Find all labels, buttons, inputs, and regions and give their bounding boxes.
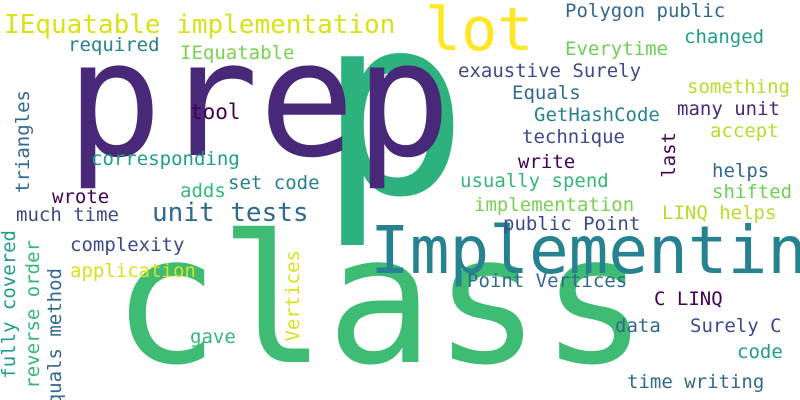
word-accept: accept [710, 120, 779, 142]
word-equals-method: Equals method [44, 268, 66, 400]
word-gave: gave [190, 326, 236, 348]
word-lot: lot [425, 0, 534, 65]
word-exaustive-surely: exaustive Surely [458, 60, 642, 82]
word-class: class [112, 197, 648, 400]
word-many-unit: many unit [677, 98, 780, 120]
word-something: something [687, 76, 790, 98]
word-unit-tests: unit tests [152, 198, 309, 228]
word-code: code [737, 341, 783, 363]
word-surely-c: Surely C [690, 315, 782, 337]
word-fully-covered: fully covered [0, 230, 20, 379]
word-linq-helps: LINQ helps [662, 202, 777, 224]
word-complexity: complexity [70, 234, 185, 256]
word-gethashcode: GetHashCode [534, 104, 660, 126]
word-changed: changed [684, 26, 765, 48]
word-wrote: wrote [52, 186, 110, 208]
word-equals: Equals [512, 82, 581, 104]
word-triangles: triangles [12, 90, 34, 193]
word-c-linq: C LINQ [654, 288, 723, 310]
word-corresponding: corresponding [91, 148, 240, 170]
word-last: last [658, 132, 680, 178]
word-iequatable-implementation: IEquatable implementation [4, 10, 396, 40]
word-implementation: implementation [474, 194, 635, 216]
word-point-vertices: Point Vertices [467, 270, 628, 292]
word-tool: tool [190, 100, 241, 124]
word-reverse-order: reverse order [22, 240, 44, 389]
word-technique: technique [522, 126, 625, 148]
word-public-point: public Point [503, 213, 641, 235]
word-much-time: much time [16, 204, 119, 226]
word-application: application [70, 260, 196, 282]
word-p: p [318, 0, 469, 252]
word-write: write [518, 151, 576, 173]
word-helps: helps [712, 160, 770, 182]
word-polygon-public: Polygon public [565, 0, 726, 22]
word-time-writing: time writing [627, 371, 765, 393]
word-prep: prep [66, 6, 452, 193]
word-required: required [68, 34, 160, 56]
word-everytime: Everytime [565, 38, 668, 60]
word-vertices: Vertices [282, 250, 304, 342]
word-set-code: set code [228, 172, 320, 194]
word-data: data [615, 315, 661, 337]
word-adds: adds [180, 180, 226, 202]
word-shifted: shifted [712, 181, 793, 203]
word-implementing: Implementing [370, 212, 800, 289]
word-usually-spend: usually spend [460, 170, 609, 192]
word-iequatable: IEquatable [180, 42, 295, 64]
